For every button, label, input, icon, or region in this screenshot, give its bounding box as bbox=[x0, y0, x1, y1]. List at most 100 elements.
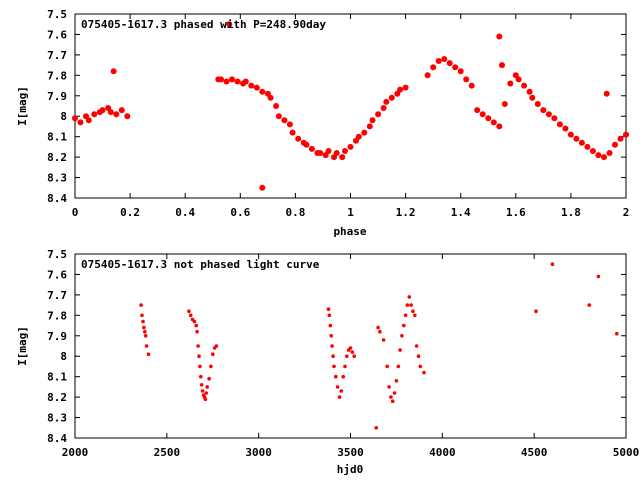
unphased-x-axis-label: hjd0 bbox=[337, 463, 364, 476]
phased-y-tick-label: 8.3 bbox=[47, 172, 67, 185]
phased-data-point bbox=[286, 121, 293, 128]
phased-data-point bbox=[507, 80, 514, 87]
unphased-data-point bbox=[422, 370, 426, 375]
phased-x-tick-label: 1.8 bbox=[561, 206, 581, 219]
phased-data-point bbox=[623, 131, 629, 138]
unphased-data-point bbox=[378, 329, 382, 334]
unphased-data-point bbox=[331, 354, 335, 359]
unphased-data-point bbox=[198, 364, 202, 369]
unphased-data-point bbox=[199, 374, 203, 379]
unphased-y-axis-label: I[mag] bbox=[16, 326, 29, 366]
phased-data-point bbox=[584, 143, 591, 150]
phased-data-point bbox=[347, 143, 354, 150]
phased-x-tick-label: 1.4 bbox=[451, 206, 471, 219]
phased-data-point bbox=[501, 101, 508, 107]
unphased-data-point bbox=[194, 323, 198, 328]
phased-data-point bbox=[118, 107, 125, 114]
unphased-data-point bbox=[376, 325, 380, 330]
unphased-data-point bbox=[411, 309, 415, 314]
phased-y-tick-label: 8.4 bbox=[47, 192, 67, 205]
phased-data-point bbox=[562, 125, 569, 132]
phased-data-point bbox=[281, 117, 288, 124]
unphased-y-tick-label: 7.9 bbox=[47, 330, 67, 343]
phased-data-point bbox=[99, 107, 106, 114]
unphased-data-point bbox=[403, 313, 408, 318]
phased-x-tick-label: 0 bbox=[72, 206, 79, 219]
unphased-axis-ticks: 2000 2500 3000 3500 4000 4500 5000 7.5 7.6 7.7 7.8… bbox=[47, 248, 639, 459]
phased-data-point bbox=[308, 145, 315, 152]
phased-data-point bbox=[218, 76, 224, 83]
unphased-data-point bbox=[144, 344, 149, 348]
phased-data-point bbox=[223, 78, 230, 85]
phased-data-point bbox=[397, 86, 404, 93]
unphased-y-tick-label: 7.7 bbox=[47, 289, 67, 302]
phased-data-point bbox=[333, 150, 340, 156]
phased-x-tick-label: 0.8 bbox=[285, 206, 305, 219]
phased-y-tick-label: 7.9 bbox=[47, 90, 67, 103]
unphased-data-point bbox=[394, 379, 399, 383]
phased-data-point bbox=[259, 184, 266, 191]
unphased-data-point bbox=[381, 338, 386, 342]
phased-data-point bbox=[479, 111, 486, 118]
phased-y-tick-label: 7.5 bbox=[47, 8, 67, 21]
unphased-data-point bbox=[332, 364, 336, 369]
unphased-data-point bbox=[416, 354, 421, 359]
unphased-data-point bbox=[392, 391, 397, 395]
unphased-data-point bbox=[196, 344, 200, 348]
phased-data-point bbox=[375, 111, 382, 118]
phased-x-tick-label: 0.4 bbox=[175, 206, 195, 219]
unphased-y-tick-label: 8.2 bbox=[47, 391, 67, 404]
phased-data-point bbox=[578, 139, 585, 146]
unphased-chart: 2000 2500 3000 3500 4000 4500 5000 7.5 7.6 7.7 7.8… bbox=[16, 248, 639, 476]
unphased-data-point bbox=[550, 262, 555, 267]
unphased-data-point bbox=[587, 303, 592, 307]
phased-data-point bbox=[496, 33, 503, 40]
phased-data-point bbox=[369, 117, 376, 124]
unphased-data-point bbox=[211, 352, 215, 357]
phased-data-point bbox=[339, 154, 346, 161]
phased-data-point bbox=[355, 133, 362, 140]
phased-data-point bbox=[441, 56, 448, 62]
unphased-data-point bbox=[352, 354, 357, 359]
phased-data-point bbox=[380, 105, 387, 111]
unphased-data-points bbox=[139, 262, 619, 430]
unphased-data-point bbox=[400, 334, 404, 338]
phased-data-point bbox=[551, 115, 558, 122]
phased-data-point bbox=[567, 131, 574, 138]
phased-data-point bbox=[110, 68, 117, 75]
phased-data-point bbox=[463, 76, 470, 83]
phased-data-point bbox=[606, 150, 613, 156]
unphased-data-point bbox=[141, 319, 145, 324]
unphased-data-point bbox=[385, 364, 390, 369]
unphased-data-point bbox=[197, 354, 201, 359]
phased-data-point bbox=[226, 21, 233, 28]
unphased-data-point bbox=[143, 329, 147, 334]
phased-data-point bbox=[515, 76, 522, 83]
unphased-y-tick-label: 8.1 bbox=[47, 371, 67, 384]
phased-x-tick-label: 0.6 bbox=[230, 206, 250, 219]
phased-data-point bbox=[617, 135, 624, 142]
phased-data-point bbox=[556, 121, 563, 128]
phased-data-point bbox=[325, 148, 332, 154]
phased-x-tick-label: 2 bbox=[623, 206, 630, 219]
phased-data-point bbox=[242, 78, 249, 85]
unphased-x-tick-label: 4500 bbox=[521, 446, 548, 459]
unphased-data-point bbox=[143, 334, 148, 338]
unphased-x-tick-label: 2000 bbox=[62, 446, 89, 459]
phased-data-point bbox=[248, 82, 255, 89]
phased-data-point bbox=[77, 119, 84, 126]
unphased-data-point bbox=[188, 313, 193, 318]
unphased-data-point bbox=[339, 389, 344, 393]
unphased-data-point bbox=[326, 307, 331, 312]
phased-y-tick-label: 8.2 bbox=[47, 151, 67, 164]
unphased-x-tick-label: 3500 bbox=[337, 446, 364, 459]
phased-data-point bbox=[275, 113, 282, 120]
phased-data-point bbox=[295, 135, 302, 142]
unphased-data-point bbox=[327, 313, 332, 318]
phased-axis-ticks: 0 0.2 0.4 0.6 0.8 1 1.2 1.4 1.6 1.8 2 7.5 7.6 7.7 7.8 7… bbox=[47, 8, 629, 219]
unphased-data-point bbox=[374, 426, 379, 430]
phased-data-point bbox=[526, 88, 533, 95]
phased-data-point bbox=[366, 123, 373, 130]
